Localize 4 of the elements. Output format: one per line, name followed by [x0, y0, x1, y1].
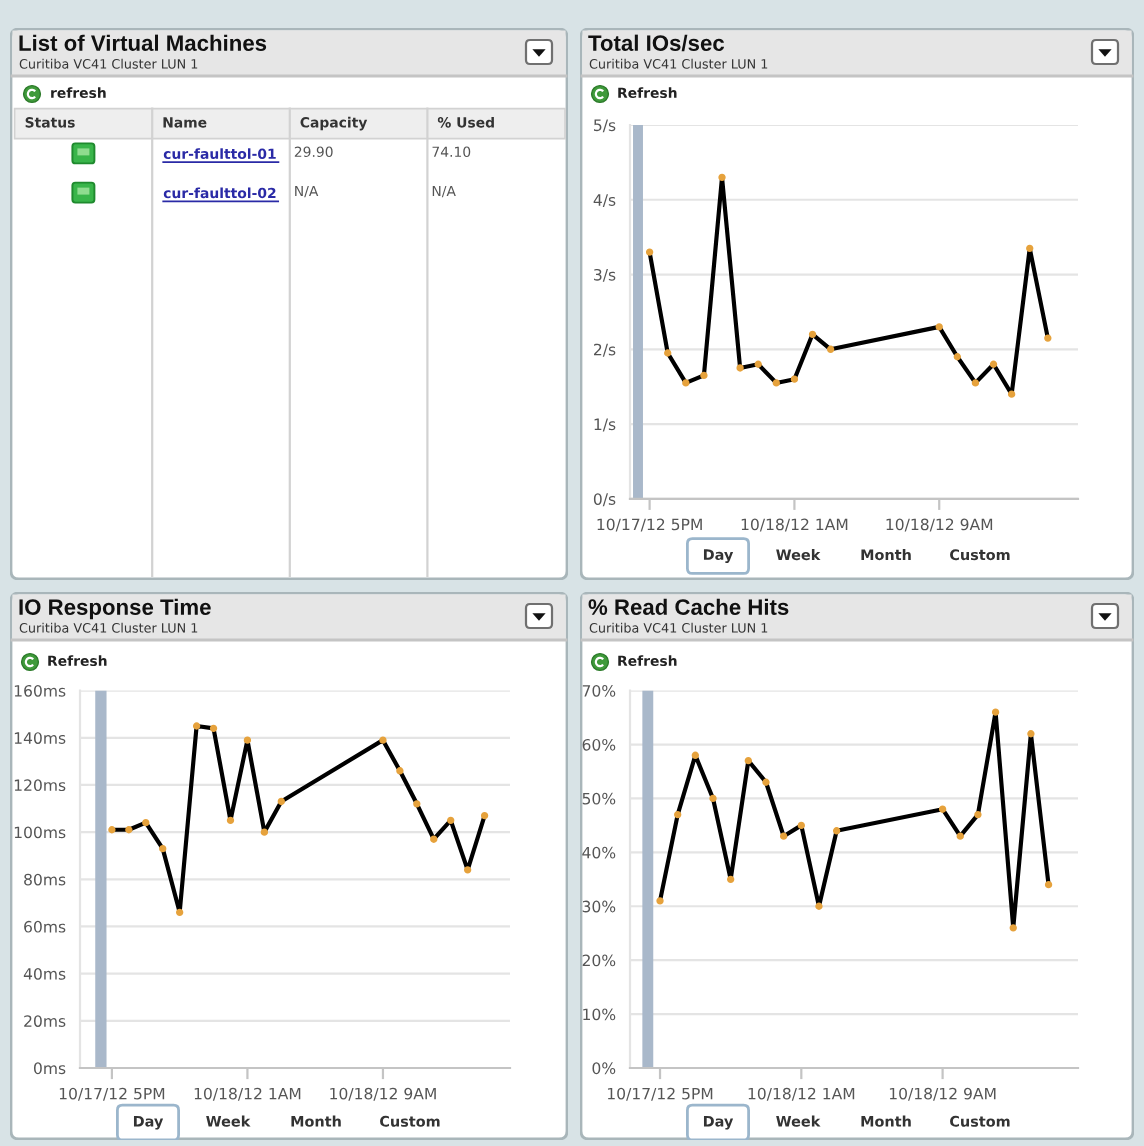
text: List of Virtual Machines — [19, 34, 267, 51]
chart-title: Total IOs/sec — [588, 34, 725, 52]
chart-title: IO Response Time — [19, 598, 211, 620]
chart-title: % Read Cache Hits — [588, 598, 789, 615]
